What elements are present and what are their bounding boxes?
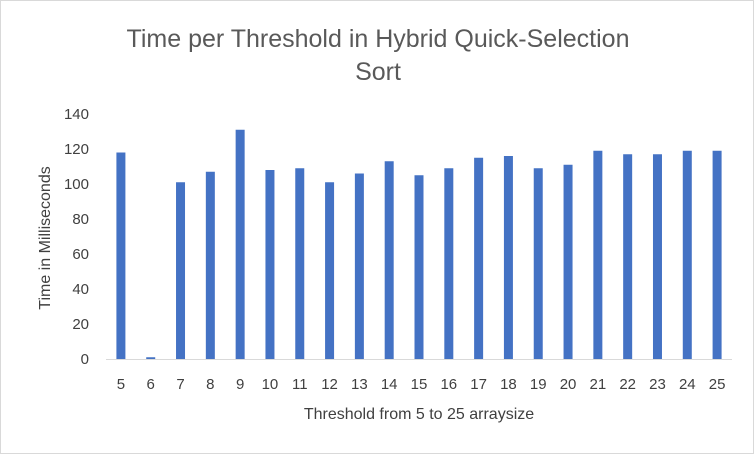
x-tick-label: 20: [560, 376, 577, 393]
bar-series: [116, 129, 722, 359]
x-tick-label: 10: [262, 376, 279, 393]
bar: [235, 129, 245, 359]
y-tick-label: 20: [72, 316, 89, 333]
y-tick-label: 40: [72, 281, 89, 298]
bar: [295, 168, 305, 359]
x-tick-label: 9: [236, 376, 244, 393]
chart-title-line-1: Time per Threshold in Hybrid Quick-Selec…: [127, 25, 630, 53]
bar: [474, 157, 484, 359]
x-tick-label: 16: [440, 376, 457, 393]
x-tick-label: 12: [321, 376, 338, 393]
bar: [652, 154, 662, 359]
x-tick-label: 19: [530, 376, 547, 393]
bar: [593, 150, 603, 359]
y-tick-label: 0: [81, 351, 89, 368]
x-tick-label: 23: [649, 376, 666, 393]
bar: [325, 182, 335, 359]
y-axis-title: Time in Milliseconds: [37, 166, 54, 309]
chart-title-line-2: Sort: [355, 58, 401, 86]
y-tick-label: 100: [64, 176, 89, 193]
x-tick-label: 8: [206, 376, 214, 393]
x-tick-label: 17: [470, 376, 487, 393]
bar: [682, 150, 692, 359]
x-tick-label: 13: [351, 376, 368, 393]
bar: [116, 152, 126, 359]
x-tick-label: 5: [117, 376, 125, 393]
x-tick-label: 14: [381, 376, 398, 393]
x-tick-label: 6: [147, 376, 155, 393]
x-tick-label: 15: [411, 376, 428, 393]
y-tick-label: 80: [72, 211, 89, 228]
x-tick-label: 11: [292, 376, 308, 393]
bar: [384, 161, 394, 359]
x-tick-label: 22: [619, 376, 636, 393]
y-axis-ticks: 0 20 40 60 80 100 120 140: [64, 106, 89, 368]
x-tick-label: 24: [679, 376, 696, 393]
bar: [712, 150, 722, 359]
x-axis-title: Threshold from 5 to 25 arraysize: [304, 406, 534, 423]
bar: [205, 171, 215, 359]
bar: [265, 170, 275, 359]
bar: [533, 168, 543, 359]
bar: [444, 168, 454, 359]
y-tick-label: 120: [64, 141, 89, 158]
x-tick-label: 25: [709, 376, 726, 393]
y-tick-label: 140: [64, 106, 89, 123]
bar: [414, 175, 424, 359]
x-tick-label: 21: [590, 376, 607, 393]
x-tick-label: 7: [176, 376, 184, 393]
bar: [176, 182, 186, 359]
x-tick-label: 18: [500, 376, 517, 393]
x-axis-ticks: 5 6 7 8 9 10 11 12 13 14 15 16 17 18 19 20 21 22 23 24 25: [117, 376, 726, 393]
y-tick-label: 60: [72, 246, 89, 263]
bar: [623, 154, 633, 359]
bar: [354, 173, 364, 359]
bar: [503, 156, 513, 359]
bar: [563, 164, 573, 359]
bar: [146, 357, 156, 359]
